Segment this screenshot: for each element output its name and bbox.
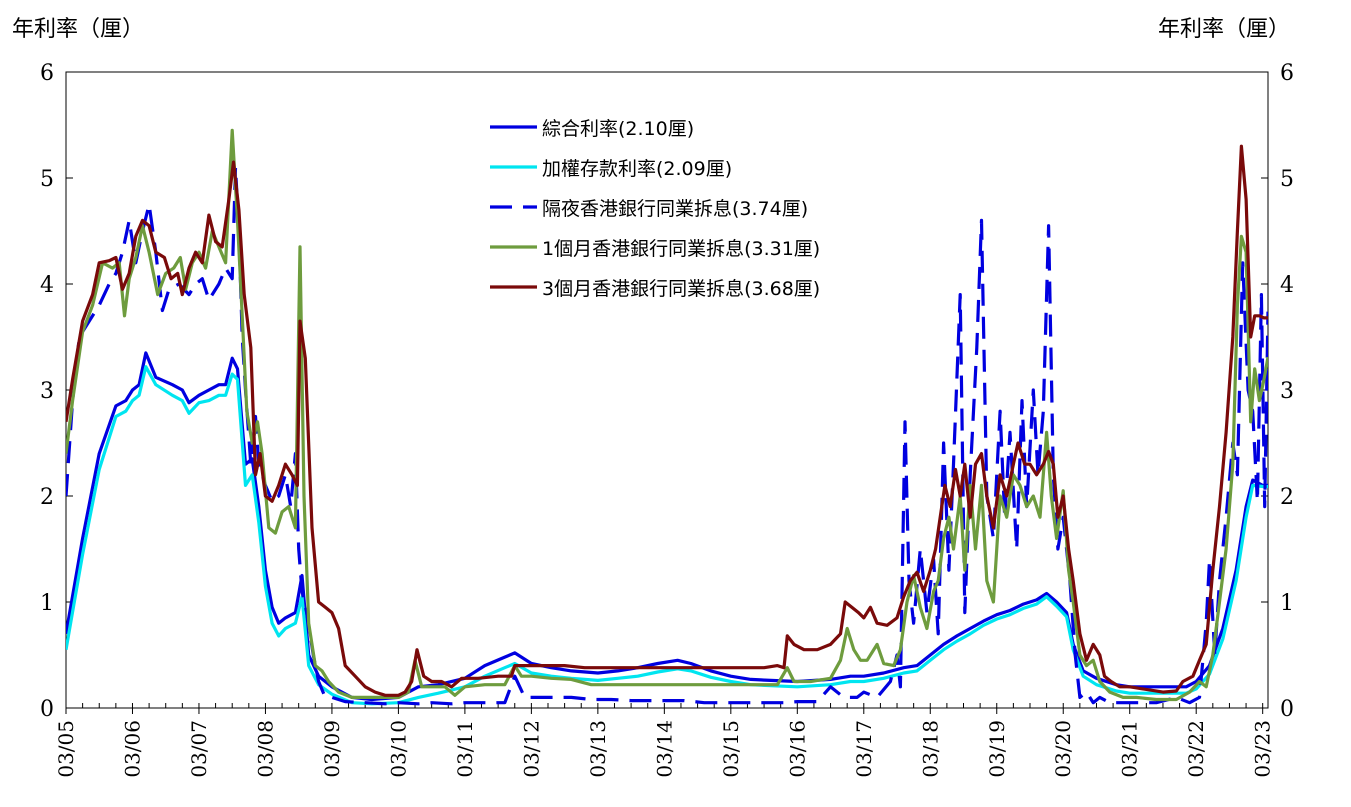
x-tick-label: 03/14: [652, 720, 676, 778]
legend: 綜合利率(2.10厘) 加權存款利率(2.09厘) 隔夜香港銀行同業拆息(3.74厘…: [490, 118, 820, 300]
y-tick-label-right: 1: [1280, 591, 1294, 616]
x-tick-label: 03/13: [586, 720, 610, 778]
x-tick-label: 03/19: [985, 720, 1009, 778]
x-tick-label: 03/20: [1051, 720, 1075, 778]
left-y-axis-label: 年利率（厘）: [12, 17, 144, 42]
series-line-5: [66, 144, 1268, 697]
x-tick-label: 03/16: [785, 720, 809, 778]
x-tick-label: 03/07: [187, 720, 211, 778]
right-y-axis-label: 年利率（厘）: [1158, 17, 1290, 42]
plot-axes: 0 0 1 1 2 2 3 3 4 4 5 5 6 6 03/05 03/06 03/07 03/08 03/09 0…: [40, 61, 1294, 778]
x-tick-label: 03/10: [386, 720, 410, 778]
series-line-2: [66, 365, 1268, 706]
x-tick-label: 03/15: [719, 720, 743, 778]
y-tick-label-left: 2: [40, 485, 54, 510]
y-tick-label-right: 2: [1280, 485, 1294, 510]
x-tick-label: 03/18: [918, 720, 942, 778]
y-tick-label-left: 0: [40, 697, 54, 722]
legend-label-2: 加權存款利率(2.09厘): [542, 158, 732, 180]
series-line-1: [66, 351, 1268, 702]
y-tick-label-left: 1: [40, 591, 54, 616]
y-tick-label-right: 3: [1280, 379, 1294, 404]
x-tick-label: 03/12: [519, 720, 543, 778]
y-tick-label-right: 6: [1280, 61, 1294, 86]
series-lines: [66, 128, 1268, 706]
legend-label-1: 綜合利率(2.10厘): [542, 118, 694, 140]
legend-label-4: 1個月香港銀行同業拆息(3.31厘): [542, 238, 820, 260]
y-tick-label-right: 5: [1280, 167, 1294, 192]
y-tick-label-right: 0: [1280, 697, 1294, 722]
x-tick-label: 03/05: [54, 720, 78, 778]
x-tick-label: 03/21: [1118, 720, 1142, 778]
y-tick-label-left: 6: [40, 61, 54, 86]
y-tick-label-right: 4: [1280, 273, 1294, 298]
series-line-4: [66, 128, 1268, 702]
x-tick-label: 03/22: [1184, 720, 1208, 778]
x-tick-label: 03/06: [120, 720, 144, 778]
legend-label-3: 隔夜香港銀行同業拆息(3.74厘): [542, 198, 808, 220]
y-tick-label-left: 4: [40, 273, 54, 298]
x-tick-label: 03/09: [320, 720, 344, 778]
series-line-3: [66, 165, 1268, 706]
x-tick-label: 03/23: [1251, 720, 1275, 778]
y-tick-label-left: 3: [40, 379, 54, 404]
x-tick-label: 03/17: [852, 720, 876, 778]
legend-label-5: 3個月香港銀行同業拆息(3.68厘): [542, 278, 820, 300]
y-tick-label-left: 5: [40, 167, 54, 192]
x-tick-label: 03/11: [453, 720, 477, 778]
x-tick-label: 03/08: [253, 720, 277, 778]
